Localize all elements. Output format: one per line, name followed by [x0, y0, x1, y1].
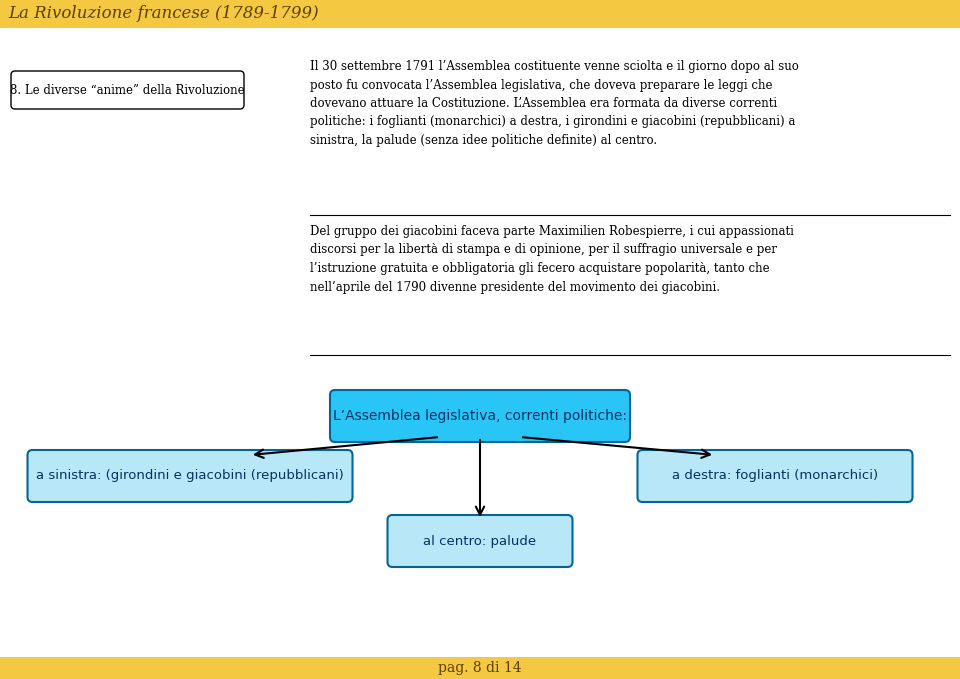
Text: a sinistra: (girondini e giacobini (repubblicani): a sinistra: (girondini e giacobini (repu…	[36, 469, 344, 483]
FancyBboxPatch shape	[388, 515, 572, 567]
FancyBboxPatch shape	[0, 657, 960, 679]
Text: 8. Le diverse “anime” della Rivoluzione: 8. Le diverse “anime” della Rivoluzione	[11, 84, 245, 96]
Text: Del gruppo dei giacobini faceva parte Maximilien Robespierre, i cui appassionati: Del gruppo dei giacobini faceva parte Ma…	[310, 225, 794, 293]
Text: L’Assemblea legislativa, correnti politiche:: L’Assemblea legislativa, correnti politi…	[333, 409, 627, 423]
FancyBboxPatch shape	[330, 390, 630, 442]
Text: a destra: foglianti (monarchici): a destra: foglianti (monarchici)	[672, 469, 878, 483]
FancyBboxPatch shape	[11, 71, 244, 109]
FancyBboxPatch shape	[0, 0, 960, 28]
Text: pag. 8 di 14: pag. 8 di 14	[438, 661, 522, 675]
Text: al centro: palude: al centro: palude	[423, 534, 537, 547]
FancyBboxPatch shape	[637, 450, 913, 502]
Text: Il 30 settembre 1791 l’Assemblea costituente venne sciolta e il giorno dopo al s: Il 30 settembre 1791 l’Assemblea costitu…	[310, 60, 799, 147]
FancyBboxPatch shape	[28, 450, 352, 502]
Text: La Rivoluzione francese (1789-1799): La Rivoluzione francese (1789-1799)	[8, 5, 319, 22]
